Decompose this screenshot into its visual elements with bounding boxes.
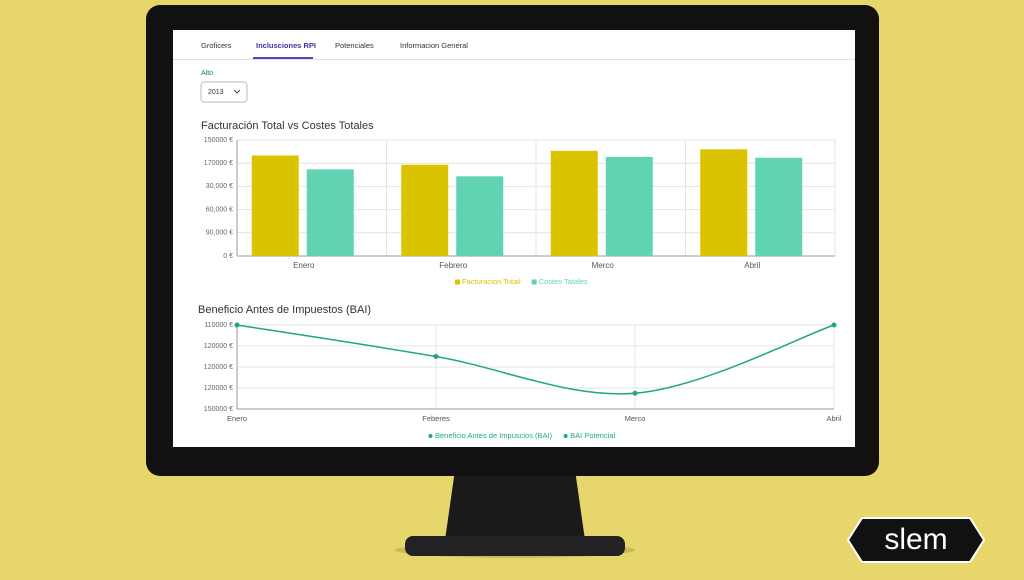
x-tick-label: Feberes [422, 414, 450, 423]
y-tick-label: 150000 € [204, 137, 233, 144]
tab[interactable]: Groficers [201, 41, 232, 50]
x-tick-label: Merco [625, 414, 646, 423]
bar [550, 150, 598, 256]
legend-label: Facturacion Totail [462, 277, 521, 286]
y-tick-label: 120000 € [204, 343, 233, 350]
legend-swatch [455, 279, 460, 285]
bar [755, 157, 803, 256]
bar [251, 155, 299, 256]
y-tick-label: 120000 € [204, 385, 233, 392]
tab[interactable]: Informacion General [400, 41, 468, 50]
x-tick-label: Enero [227, 414, 247, 423]
legend-dot [428, 434, 433, 438]
year-value: 2013 [208, 89, 224, 96]
legend-label: Beneficio Antes de Impuscios (BAI) [435, 431, 553, 440]
x-tick-label: Enero [293, 261, 315, 270]
legend-dot [563, 434, 568, 438]
tab[interactable]: Inclusciones RPI [256, 41, 316, 50]
filter-label: Alto [201, 70, 213, 77]
y-tick-label: 0 € [223, 253, 233, 260]
y-tick-label: 110000 € [204, 322, 233, 329]
point [234, 322, 240, 328]
brand-badge [846, 517, 986, 563]
chart-title: Beneficio Antes de Impuestos (BAI) [198, 304, 371, 316]
y-tick-label: 90,000 € [206, 230, 233, 237]
x-tick-label: Abril [744, 261, 760, 270]
point [433, 354, 439, 359]
x-tick-label: Abril [826, 414, 841, 423]
legend-swatch [531, 279, 537, 285]
select-caret [233, 89, 241, 94]
stand-base [405, 536, 625, 556]
legend-label: Costes Tatales [539, 277, 588, 286]
x-tick-label: Merco [592, 261, 615, 270]
brand-logo: slem [884, 523, 947, 556]
line [236, 324, 835, 395]
y-tick-label: 30,000 € [206, 183, 233, 190]
year-select[interactable] [200, 81, 248, 103]
tab[interactable]: Potenciales [335, 41, 374, 50]
chart-title: Facturación Total vs Costes Totales [201, 120, 374, 132]
y-tick-label: 170000 € [204, 160, 233, 167]
bar [306, 169, 354, 256]
point [632, 390, 638, 396]
bar [401, 164, 449, 256]
legend-label: BAI Potencial [570, 431, 615, 440]
y-tick-label: 120000 € [204, 364, 233, 371]
point [831, 322, 837, 328]
y-tick-label: 60,000 € [206, 206, 233, 213]
y-tick-label: 150000 € [204, 406, 233, 413]
x-tick-label: Febrero [439, 261, 468, 270]
active-tab-underline [253, 57, 313, 59]
stand-neck [445, 470, 585, 540]
bar [605, 157, 653, 256]
bar [456, 176, 504, 256]
bar [700, 149, 748, 256]
